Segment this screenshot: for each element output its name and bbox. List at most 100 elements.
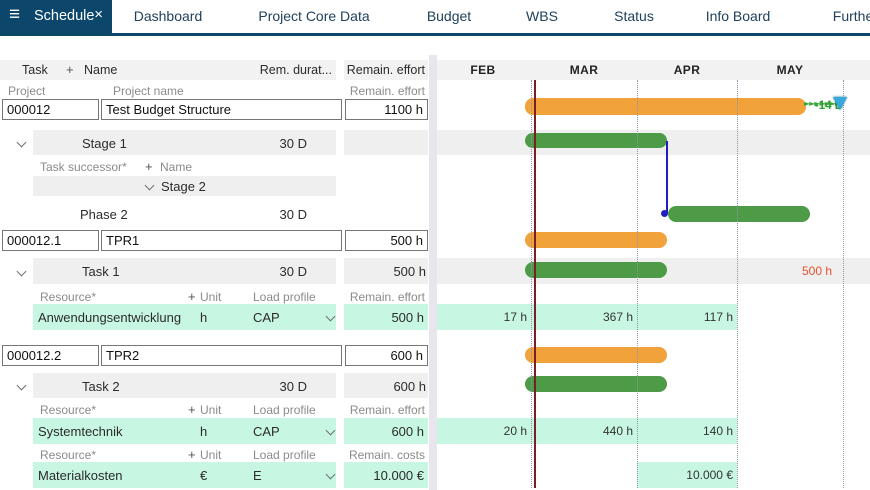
resource1-effort-cell bbox=[344, 304, 428, 330]
stage1-row[interactable] bbox=[33, 130, 336, 155]
resource2-unit: h bbox=[200, 424, 208, 439]
gridline-mar bbox=[531, 80, 532, 488]
gridline-jun bbox=[843, 80, 844, 488]
successor-header-name: Name bbox=[160, 160, 193, 174]
add-resource-icon[interactable]: + bbox=[188, 289, 196, 304]
add-column-icon[interactable]: + bbox=[66, 62, 74, 77]
resource-header-label: Resource* bbox=[40, 448, 97, 462]
task1-effort-cell bbox=[344, 258, 428, 284]
gantt-timeline-header bbox=[437, 60, 870, 80]
subheader-effort: Remain. effort bbox=[349, 84, 425, 98]
tpr2-bar[interactable] bbox=[525, 347, 667, 363]
phase2-bar[interactable] bbox=[668, 206, 810, 222]
effort-cell-feb: 20 h bbox=[503, 424, 527, 438]
col-header-task: Task bbox=[22, 63, 48, 77]
task2-row[interactable] bbox=[33, 373, 336, 398]
month-label-apr: APR bbox=[673, 63, 701, 77]
resource-header-unit: Unit bbox=[200, 403, 222, 417]
resource2-name: Systemtechnik bbox=[38, 424, 123, 439]
stage2-row[interactable] bbox=[33, 176, 336, 196]
milestone-triangle-icon[interactable] bbox=[833, 97, 847, 110]
tpr1-effort-field[interactable]: 500 h bbox=[345, 230, 428, 251]
project-summary-bar[interactable] bbox=[525, 98, 806, 115]
task2-bar[interactable] bbox=[525, 376, 667, 392]
task1-label: Task 1 bbox=[82, 264, 120, 279]
collapse-chevron-icon[interactable] bbox=[16, 266, 27, 277]
phase2-duration: 30 D bbox=[279, 207, 307, 222]
project-id-field[interactable]: 000012 bbox=[2, 99, 99, 120]
tpr1-name-field[interactable]: TPR1 bbox=[101, 230, 342, 251]
resource1-name: Anwendungsentwicklung bbox=[38, 310, 182, 325]
gridline-may bbox=[737, 80, 738, 488]
month-label-feb: FEB bbox=[470, 63, 496, 77]
resource1-row[interactable] bbox=[33, 304, 336, 330]
close-icon[interactable]: × bbox=[94, 6, 103, 23]
resource-header-label: Resource* bbox=[40, 403, 97, 417]
tpr1-bar[interactable] bbox=[525, 232, 667, 248]
table-header-left bbox=[0, 60, 336, 80]
add-resource-icon[interactable]: + bbox=[188, 402, 196, 417]
resource2-effort-cell bbox=[344, 418, 428, 444]
collapse-chevron-icon[interactable] bbox=[16, 380, 27, 391]
table-header-right bbox=[344, 60, 428, 80]
tab-schedule[interactable]: ≡ Schedule × bbox=[0, 0, 112, 33]
resource3-name: Materialkosten bbox=[38, 468, 123, 483]
tab-status[interactable]: Status bbox=[614, 8, 654, 24]
gridline-apr bbox=[637, 80, 638, 488]
collapse-chevron-icon[interactable] bbox=[16, 137, 27, 148]
task1-overload-warning: 500 h bbox=[801, 264, 832, 278]
stage1-effort-cell bbox=[344, 130, 428, 155]
add-successor-icon[interactable]: + bbox=[145, 159, 153, 174]
effort-cell-feb: 17 h bbox=[503, 310, 527, 324]
resource-header-load: Load profile bbox=[253, 403, 316, 417]
resource2-effort: 600 h bbox=[391, 424, 424, 439]
effort-cell-mar: 440 h bbox=[602, 424, 633, 438]
tpr2-effort-field[interactable]: 600 h bbox=[345, 345, 428, 366]
task1-bar[interactable] bbox=[525, 262, 667, 278]
task2-effort-cell bbox=[344, 373, 428, 398]
resource2-row[interactable] bbox=[33, 418, 336, 444]
tab-wbs[interactable]: WBS bbox=[526, 8, 558, 24]
month-label-may: MAY bbox=[776, 63, 804, 77]
resource3-load-profile[interactable]: E bbox=[253, 468, 262, 483]
task2-effort: 600 h bbox=[393, 379, 426, 394]
resource1-effort-band: 17 h 367 h 117 h bbox=[437, 304, 737, 330]
add-resource-icon[interactable]: + bbox=[188, 447, 196, 462]
tab-further[interactable]: Furthe bbox=[832, 8, 870, 24]
tab-bar: ≡ Schedule × Dashboard Project Core Data… bbox=[0, 0, 870, 36]
project-effort-field[interactable]: 1100 h bbox=[345, 99, 428, 120]
tab-budget[interactable]: Budget bbox=[426, 8, 472, 24]
resource3-costs-cell bbox=[344, 462, 428, 488]
today-line bbox=[534, 80, 536, 488]
tpr2-id-field[interactable]: 000012.2 bbox=[2, 345, 99, 366]
gantt-chart: FEB MAR APR MAY 17 h 367 h 117 h 20 h 44… bbox=[437, 0, 870, 490]
tab-project-core-data[interactable]: Project Core Data bbox=[258, 8, 370, 24]
task2-label: Task 2 bbox=[82, 379, 120, 394]
resource3-costs-band: 10.000 € bbox=[637, 462, 737, 488]
tab-dashboard[interactable]: Dashboard bbox=[133, 8, 203, 24]
resource2-load-profile[interactable]: CAP bbox=[253, 424, 280, 439]
resource3-costs: 10.000 € bbox=[373, 468, 424, 483]
col-header-duration: Rem. durat... bbox=[259, 63, 332, 77]
effort-cell-apr: 140 h bbox=[702, 424, 733, 438]
task1-row[interactable] bbox=[33, 258, 336, 284]
pane-splitter[interactable] bbox=[429, 55, 437, 490]
successor-header-label: Task successor* bbox=[40, 160, 127, 174]
stage1-duration: 30 D bbox=[279, 136, 307, 151]
col-header-name: Name bbox=[84, 63, 118, 77]
resource2-effort-band: 20 h 440 h 140 h bbox=[437, 418, 737, 444]
resource1-load-profile[interactable]: CAP bbox=[253, 310, 280, 325]
phase2-label: Phase 2 bbox=[80, 207, 128, 222]
tpr2-name-field[interactable]: TPR2 bbox=[101, 345, 342, 366]
tpr1-id-field[interactable]: 000012.1 bbox=[2, 230, 99, 251]
project-name-field[interactable]: Test Budget Structure bbox=[101, 99, 342, 120]
tab-info-board[interactable]: Info Board bbox=[705, 8, 771, 24]
task1-duration: 30 D bbox=[279, 264, 307, 279]
resource3-row[interactable] bbox=[33, 462, 336, 488]
resource-header-load: Load profile bbox=[253, 448, 316, 462]
hamburger-menu-icon[interactable]: ≡ bbox=[9, 4, 21, 25]
stage1-bar[interactable] bbox=[525, 133, 667, 148]
resource-header-value: Remain. effort bbox=[349, 403, 425, 417]
resource-header-value: Remain. effort bbox=[349, 290, 425, 304]
month-label-mar: MAR bbox=[569, 63, 599, 77]
